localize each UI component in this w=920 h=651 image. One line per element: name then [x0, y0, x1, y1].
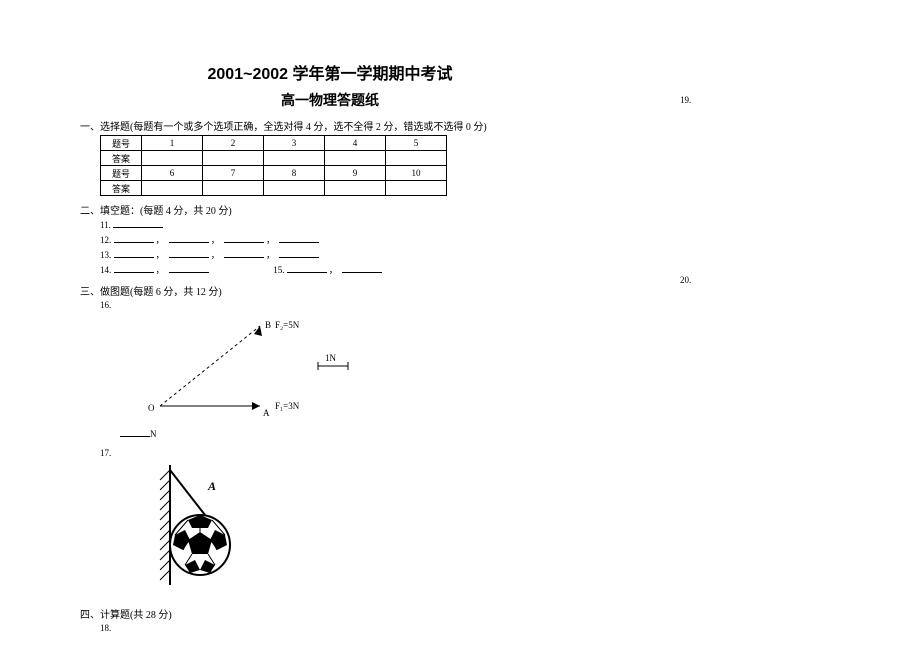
blank — [169, 247, 209, 258]
cell: 6 — [142, 166, 203, 181]
point-b: B — [265, 320, 271, 330]
blank — [114, 247, 154, 258]
answer-table: 题号 1 2 3 4 5 答案 题号 6 7 8 9 10 答案 — [100, 135, 447, 196]
q12-line: 12. ， ， ， — [100, 232, 580, 247]
cell: 7 — [203, 166, 264, 181]
q17-figure: A — [100, 460, 580, 600]
cell — [386, 181, 447, 196]
ball-wall-diagram: A — [100, 460, 280, 590]
table-row: 题号 6 7 8 9 10 — [101, 166, 447, 181]
cell — [264, 181, 325, 196]
cell — [203, 151, 264, 166]
blank — [287, 262, 327, 273]
cell — [142, 181, 203, 196]
q13-label: 13. — [100, 250, 111, 260]
f2-label: F₂=5N — [275, 320, 300, 330]
section-4-heading: 四、计算题(共 28 分) — [80, 606, 580, 621]
sub-title: 高一物理答题纸 — [80, 90, 580, 110]
blank — [114, 262, 154, 273]
cell: 10 — [386, 166, 447, 181]
unit-n: N — [150, 429, 157, 439]
blank — [224, 232, 264, 243]
section-2-heading: 二、填空题：(每题 4 分，共 20 分) — [80, 202, 580, 217]
row-label: 答案 — [101, 151, 142, 166]
q17-label: 17. — [100, 446, 580, 460]
blank — [114, 232, 154, 243]
q18-label: 18. — [100, 621, 580, 635]
table-row: 答案 — [101, 181, 447, 196]
table-row: 答案 — [101, 151, 447, 166]
cell: 4 — [325, 136, 386, 151]
cell — [386, 151, 447, 166]
cell: 2 — [203, 136, 264, 151]
blank — [169, 262, 209, 273]
point-a: A — [263, 408, 270, 418]
q13-line: 13. ， ， ， — [100, 247, 580, 262]
cell: 5 — [386, 136, 447, 151]
blank — [279, 247, 319, 258]
q14-line: 14. ， 15. ， — [100, 262, 580, 277]
cell — [325, 151, 386, 166]
f1-label: F₁=3N — [275, 401, 300, 411]
q16-label: 16. — [100, 298, 580, 312]
q11-line: 11. — [100, 217, 580, 232]
blank — [169, 232, 209, 243]
q12-label: 12. — [100, 235, 111, 245]
cell — [203, 181, 264, 196]
blank — [224, 247, 264, 258]
q19-label: 19. — [680, 95, 830, 105]
cell — [325, 181, 386, 196]
q14-label: 14. — [100, 265, 111, 275]
q11-label: 11. — [100, 220, 111, 230]
q16-answer-blank: N — [120, 426, 157, 439]
blank — [113, 217, 163, 228]
row-label: 题号 — [101, 166, 142, 181]
q15-label: 15. — [273, 265, 284, 275]
cell — [264, 151, 325, 166]
table-row: 题号 1 2 3 4 5 — [101, 136, 447, 151]
cell: 8 — [264, 166, 325, 181]
cell: 9 — [325, 166, 386, 181]
origin-label: O — [148, 403, 155, 413]
force-diagram: B F₂=5N A F₁=3N O 1N — [100, 316, 400, 426]
section-1-heading: 一、选择题(每题有一个或多个选项正确，全选对得 4 分，选不全得 2 分，错选或… — [80, 118, 580, 133]
q16-figure: B F₂=5N A F₁=3N O 1N N — [100, 316, 580, 446]
cell — [142, 151, 203, 166]
point-a-ball: A — [207, 479, 216, 493]
row-label: 答案 — [101, 181, 142, 196]
cell: 3 — [264, 136, 325, 151]
scale-label: 1N — [325, 353, 337, 363]
main-title: 2001~2002 学年第一学期期中考试 — [80, 60, 580, 84]
row-label: 题号 — [101, 136, 142, 151]
section-3-heading: 三、做图题(每题 6 分，共 12 分) — [80, 283, 580, 298]
blank — [342, 262, 382, 273]
q20-label: 20. — [680, 275, 830, 285]
cell: 1 — [142, 136, 203, 151]
blank — [279, 232, 319, 243]
